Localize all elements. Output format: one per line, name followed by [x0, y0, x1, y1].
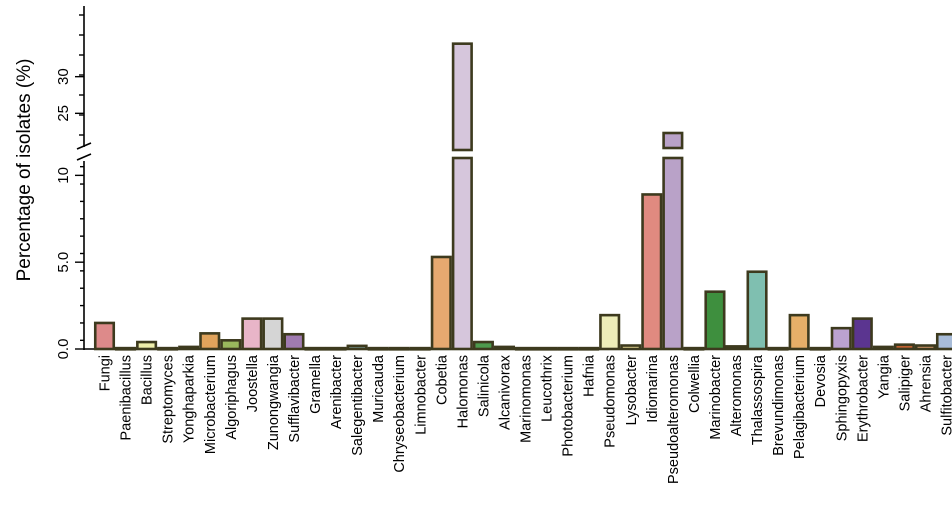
- y-axis-label: Percentage of isolates (%): [14, 59, 35, 282]
- category-label: Pseudomonas: [603, 355, 619, 448]
- axes: 0.0 5.0 10 25 30: [55, 6, 945, 359]
- bar-erythrobacter: [851, 317, 873, 351]
- y-tick-label: 5.0: [55, 252, 72, 273]
- category-label: Algoriphagus: [224, 355, 240, 440]
- bar-muricauda: [367, 346, 389, 351]
- category-label: Lysobacter: [624, 355, 640, 426]
- category-label: Colwellia: [687, 354, 703, 413]
- bar-thalassospira: [746, 270, 768, 351]
- bar-pseudoalteromonas-upper: [662, 131, 684, 150]
- category-label: Fungi: [98, 355, 114, 391]
- category-label: Leucothrix: [540, 354, 556, 422]
- bar-halomonas-upper: [451, 42, 473, 152]
- bar-yangia: [872, 345, 894, 351]
- category-label: Marinomonas: [519, 355, 535, 443]
- category-label: Gramella: [308, 354, 324, 414]
- category-labels: Fungi Paenibacillus Bacillus Streptomyces Yo…: [98, 354, 952, 484]
- category-label: Sufflavibacter: [287, 355, 303, 443]
- category-label: Yangia: [876, 354, 892, 399]
- bar-limnobacter: [409, 346, 431, 351]
- category-label: Photobacterium: [561, 355, 577, 457]
- category-label: Ahrensia: [918, 354, 934, 412]
- category-label: Erythrobacter: [855, 355, 871, 442]
- bar-marinomonas: [514, 346, 537, 351]
- axis-break-mark: [76, 142, 92, 161]
- bar-chryseobacterium: [388, 346, 410, 351]
- category-label: Chryseobacterium: [392, 355, 408, 473]
- bar-colwellia: [683, 346, 705, 351]
- category-label: Zunongwangia: [266, 354, 282, 450]
- bar-pelagibacterium: [788, 313, 810, 351]
- bar-pseudoalteromonas: [662, 156, 684, 351]
- bar-joostella: [241, 317, 263, 351]
- bar-devosia: [809, 346, 831, 351]
- category-label: Bacillus: [140, 355, 156, 405]
- bar-gramella: [304, 346, 326, 351]
- bar-bacillus: [136, 340, 158, 351]
- bar-lysobacter: [620, 344, 642, 351]
- category-label: Pseudoalteromonas: [666, 355, 682, 484]
- bar-zunongwangia: [262, 317, 284, 351]
- bar-sufflavibacter: [283, 332, 305, 351]
- category-label: Idiomarina: [645, 354, 661, 423]
- category-label: Joostella: [245, 354, 261, 412]
- bar-salipiger: [893, 343, 915, 351]
- y-tick-label: 30: [55, 68, 72, 85]
- y-tick-label: 0.0: [55, 339, 72, 360]
- bar-photobacterium: [557, 346, 579, 351]
- bar-arenibacter: [325, 346, 347, 351]
- bar-hafnia: [578, 346, 600, 351]
- y-tick-label: 10: [55, 167, 72, 184]
- category-label: Hafnia: [582, 354, 598, 397]
- category-label: Paenibacillus: [119, 355, 135, 440]
- category-label: Halomonas: [455, 355, 471, 428]
- bar-cobetia: [430, 255, 452, 351]
- category-label: Thalassospira: [750, 354, 766, 445]
- bar-salegentibacter: [346, 344, 368, 351]
- bar-microbacterium: [199, 332, 221, 351]
- category-label: Arenibacter: [329, 355, 345, 429]
- category-label: Salipiger: [897, 355, 913, 412]
- bar-sulfitobacter: [935, 332, 952, 351]
- bar-fungi: [93, 321, 116, 351]
- category-label: Marinobacter: [708, 355, 724, 440]
- bar-salinicola: [472, 340, 494, 351]
- bars: [93, 42, 952, 351]
- bar-marinobacter: [704, 290, 726, 351]
- category-label: Salinicola: [476, 354, 492, 417]
- bar-algoriphagus: [220, 339, 242, 351]
- category-label: Cobetia: [434, 354, 450, 405]
- bar-alcanivorax: [493, 345, 516, 351]
- category-label: Streptomyces: [161, 355, 177, 444]
- category-label: Salegentibacter: [350, 355, 366, 456]
- bar-yonghaparkia: [178, 345, 200, 351]
- bar-halomonas: [451, 156, 473, 351]
- bar-paenibacillus: [115, 346, 137, 351]
- bar-alteromonas: [725, 345, 747, 351]
- category-label: Microbacterium: [203, 355, 219, 454]
- bar-sphingopyxis: [830, 326, 852, 351]
- bar-brevundimonas: [767, 346, 789, 351]
- category-label: Yonghaparkia: [182, 354, 198, 443]
- category-label: Sphingopyxis: [834, 355, 850, 441]
- bar-idiomarina: [641, 193, 663, 351]
- category-label: Alcanivorax: [497, 354, 513, 430]
- bar-leucothrix: [535, 346, 558, 351]
- category-label: Alteromonas: [729, 355, 745, 436]
- category-label: Muricauda: [371, 354, 387, 423]
- category-label: Brevundimonas: [771, 355, 787, 456]
- y-tick-label: 25: [55, 105, 72, 122]
- category-label: Limnobacter: [413, 355, 429, 435]
- bar-streptomyces: [157, 346, 179, 351]
- bar-ahrensia: [914, 344, 937, 351]
- category-label: Devosia: [813, 354, 829, 407]
- bar-pseudomonas: [599, 313, 621, 351]
- category-label: Sulfitobacter: [940, 355, 952, 436]
- category-label: Pelagibacterium: [792, 355, 808, 459]
